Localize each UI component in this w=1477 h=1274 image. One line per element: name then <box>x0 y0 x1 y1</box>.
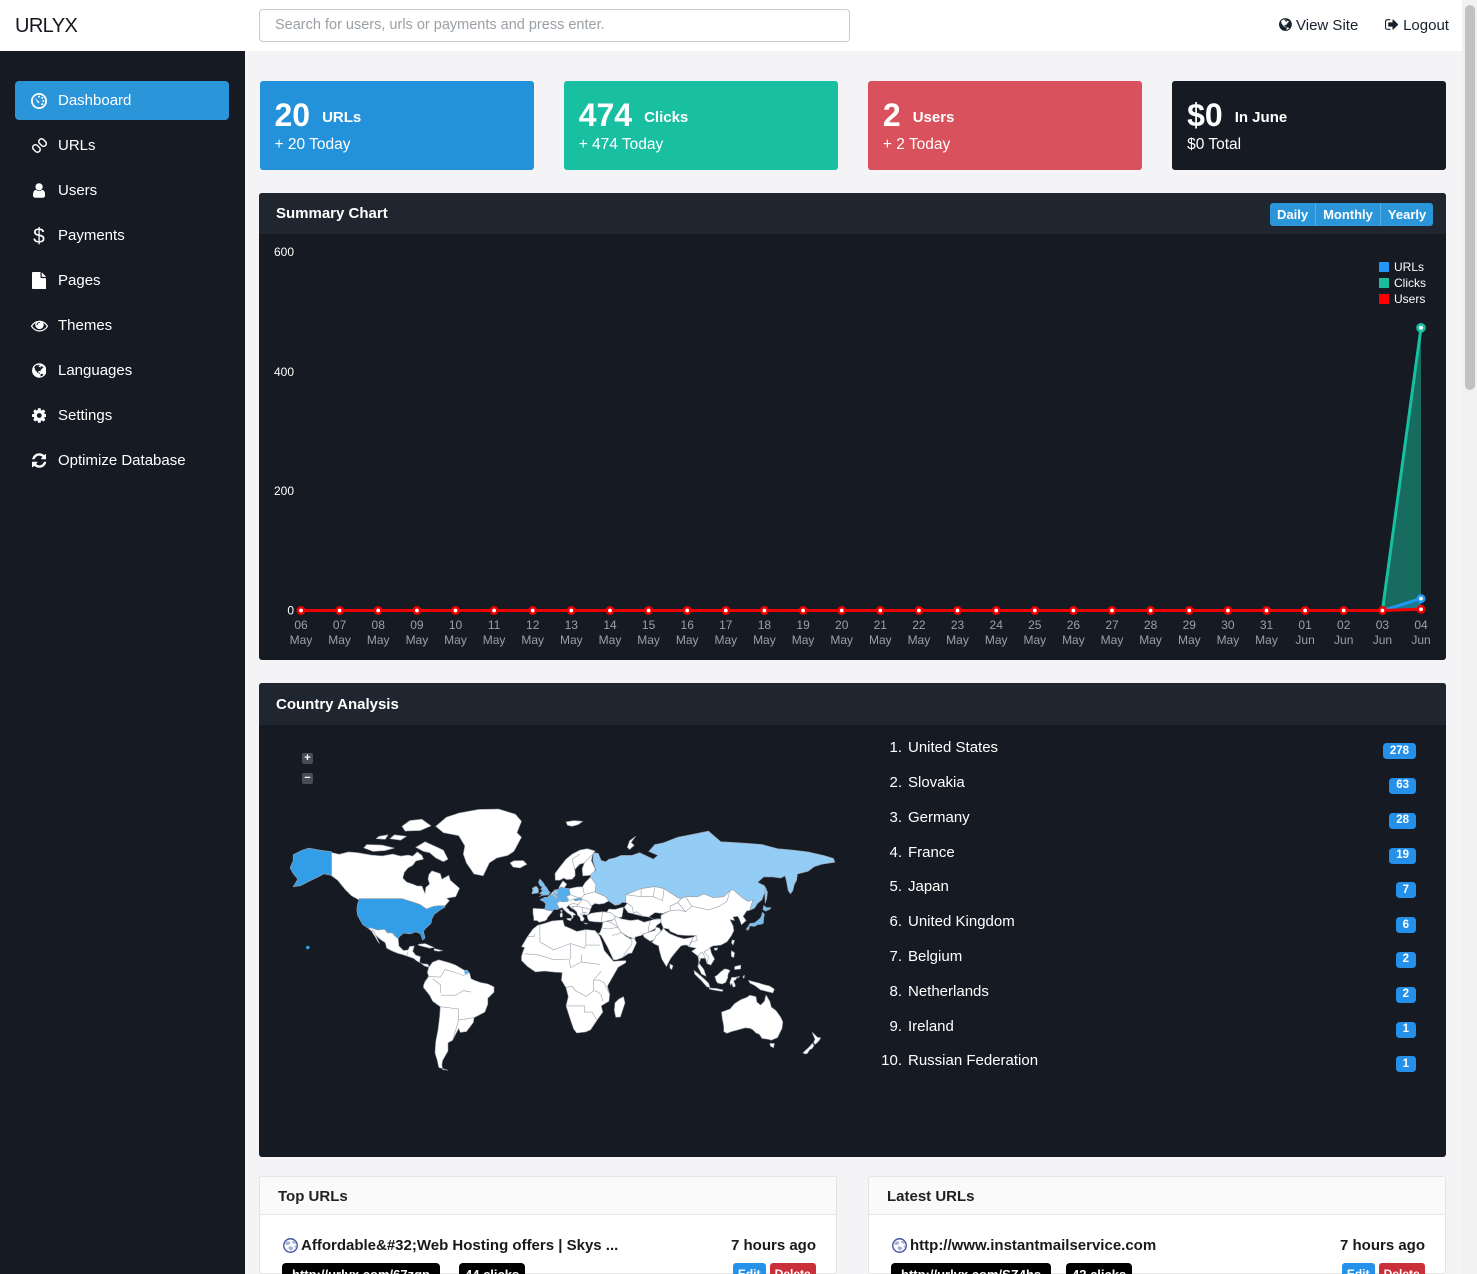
svg-text:May: May <box>560 633 583 647</box>
svg-text:May: May <box>676 633 699 647</box>
svg-text:May: May <box>328 633 351 647</box>
svg-text:15: 15 <box>642 618 656 632</box>
svg-text:May: May <box>521 633 544 647</box>
svg-text:17: 17 <box>719 618 733 632</box>
svg-text:May: May <box>1023 633 1046 647</box>
svg-text:28: 28 <box>1144 618 1158 632</box>
svg-text:May: May <box>869 633 892 647</box>
svg-text:Jun: Jun <box>1411 633 1430 647</box>
svg-text:14: 14 <box>603 618 617 632</box>
svg-text:22: 22 <box>912 618 926 632</box>
svg-text:May: May <box>714 633 737 647</box>
svg-text:Jun: Jun <box>1373 633 1392 647</box>
svg-text:20: 20 <box>835 618 849 632</box>
svg-text:25: 25 <box>1028 618 1042 632</box>
svg-text:200: 200 <box>274 484 294 498</box>
svg-text:May: May <box>1062 633 1085 647</box>
svg-text:URLs: URLs <box>1394 260 1424 274</box>
svg-text:13: 13 <box>565 618 579 632</box>
svg-text:11: 11 <box>488 618 501 632</box>
svg-text:Clicks: Clicks <box>1394 276 1426 290</box>
svg-text:May: May <box>1178 633 1201 647</box>
svg-text:May: May <box>792 633 815 647</box>
svg-text:600: 600 <box>274 245 294 259</box>
svg-text:May: May <box>908 633 931 647</box>
svg-text:31: 31 <box>1260 618 1274 632</box>
svg-text:May: May <box>1255 633 1278 647</box>
svg-text:May: May <box>985 633 1008 647</box>
svg-text:07: 07 <box>333 618 347 632</box>
svg-text:Users: Users <box>1394 292 1425 306</box>
svg-text:26: 26 <box>1067 618 1081 632</box>
svg-text:May: May <box>290 633 313 647</box>
svg-text:May: May <box>753 633 776 647</box>
svg-text:01: 01 <box>1298 618 1312 632</box>
svg-text:21: 21 <box>874 618 888 632</box>
svg-text:29: 29 <box>1183 618 1197 632</box>
svg-text:12: 12 <box>526 618 540 632</box>
svg-text:May: May <box>946 633 969 647</box>
svg-text:May: May <box>637 633 660 647</box>
svg-text:Jun: Jun <box>1334 633 1353 647</box>
svg-text:May: May <box>830 633 853 647</box>
svg-text:18: 18 <box>758 618 772 632</box>
svg-text:27: 27 <box>1105 618 1119 632</box>
svg-text:May: May <box>1139 633 1162 647</box>
svg-text:May: May <box>406 633 429 647</box>
svg-text:19: 19 <box>796 618 810 632</box>
svg-text:May: May <box>1217 633 1240 647</box>
svg-text:May: May <box>599 633 622 647</box>
svg-text:08: 08 <box>372 618 386 632</box>
svg-text:30: 30 <box>1221 618 1235 632</box>
svg-text:400: 400 <box>274 365 294 379</box>
svg-text:May: May <box>444 633 467 647</box>
svg-text:03: 03 <box>1376 618 1390 632</box>
svg-text:24: 24 <box>990 618 1004 632</box>
svg-text:May: May <box>1101 633 1124 647</box>
svg-text:May: May <box>483 633 506 647</box>
svg-text:23: 23 <box>951 618 965 632</box>
svg-text:0: 0 <box>287 604 294 618</box>
svg-text:16: 16 <box>681 618 695 632</box>
svg-text:10: 10 <box>449 618 463 632</box>
svg-text:Jun: Jun <box>1295 633 1314 647</box>
svg-text:04: 04 <box>1414 618 1428 632</box>
svg-text:May: May <box>367 633 390 647</box>
svg-text:02: 02 <box>1337 618 1351 632</box>
svg-text:09: 09 <box>410 618 424 632</box>
svg-text:06: 06 <box>294 618 308 632</box>
